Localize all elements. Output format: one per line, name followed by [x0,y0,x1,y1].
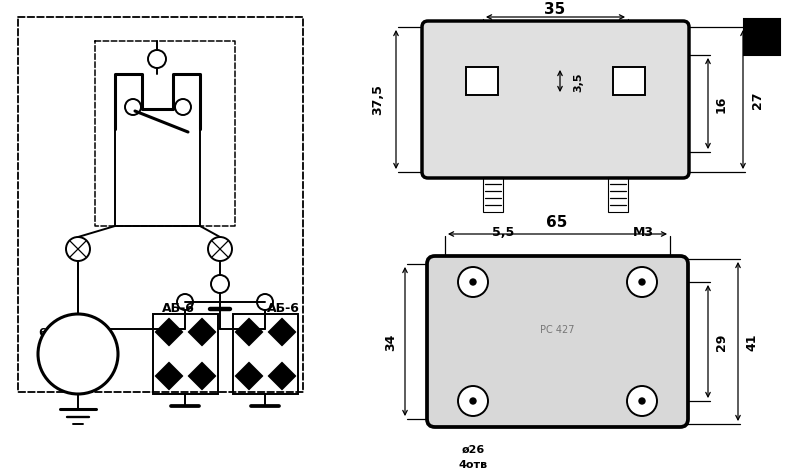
Text: 4отв: 4отв [458,459,487,469]
Text: Г: Г [70,342,79,356]
Bar [608,178,628,213]
Circle shape [639,279,645,286]
Polygon shape [235,362,263,390]
FancyBboxPatch shape [427,257,688,427]
Text: 29: 29 [715,333,729,350]
Text: 3,5: 3,5 [573,72,583,91]
Text: АБ-6: АБ-6 [266,301,299,314]
Text: РС 427: РС 427 [540,325,574,335]
Text: 5,5: 5,5 [492,226,514,239]
Bar [233,314,298,394]
Polygon shape [235,318,263,346]
FancyBboxPatch shape [422,22,689,178]
Bar [744,20,780,56]
Polygon shape [188,362,216,390]
Polygon shape [155,362,183,390]
Text: 41: 41 [746,333,758,350]
Polygon shape [268,362,296,390]
Circle shape [470,398,476,404]
Text: 35: 35 [544,2,566,18]
Text: 37,5: 37,5 [371,84,385,115]
Polygon shape [155,318,183,346]
Text: ~: ~ [75,359,85,369]
Text: 27: 27 [750,91,763,109]
Circle shape [627,386,657,416]
Bar [153,314,218,394]
Circle shape [639,398,645,404]
Text: 65: 65 [546,215,568,230]
Circle shape [627,268,657,298]
Polygon shape [268,318,296,346]
Text: ø26: ø26 [462,444,485,454]
Text: 16: 16 [714,95,727,112]
Text: М3: М3 [633,226,654,239]
Text: АБ-6: АБ-6 [162,301,194,314]
Circle shape [38,314,118,394]
Circle shape [458,386,488,416]
Bar [483,178,503,213]
Text: 6в: 6в [38,327,54,337]
Polygon shape [188,318,216,346]
Bar [466,68,498,96]
Circle shape [470,279,476,286]
Text: 34: 34 [385,333,398,350]
Text: 2: 2 [755,29,769,48]
Circle shape [458,268,488,298]
Bar [613,68,645,96]
